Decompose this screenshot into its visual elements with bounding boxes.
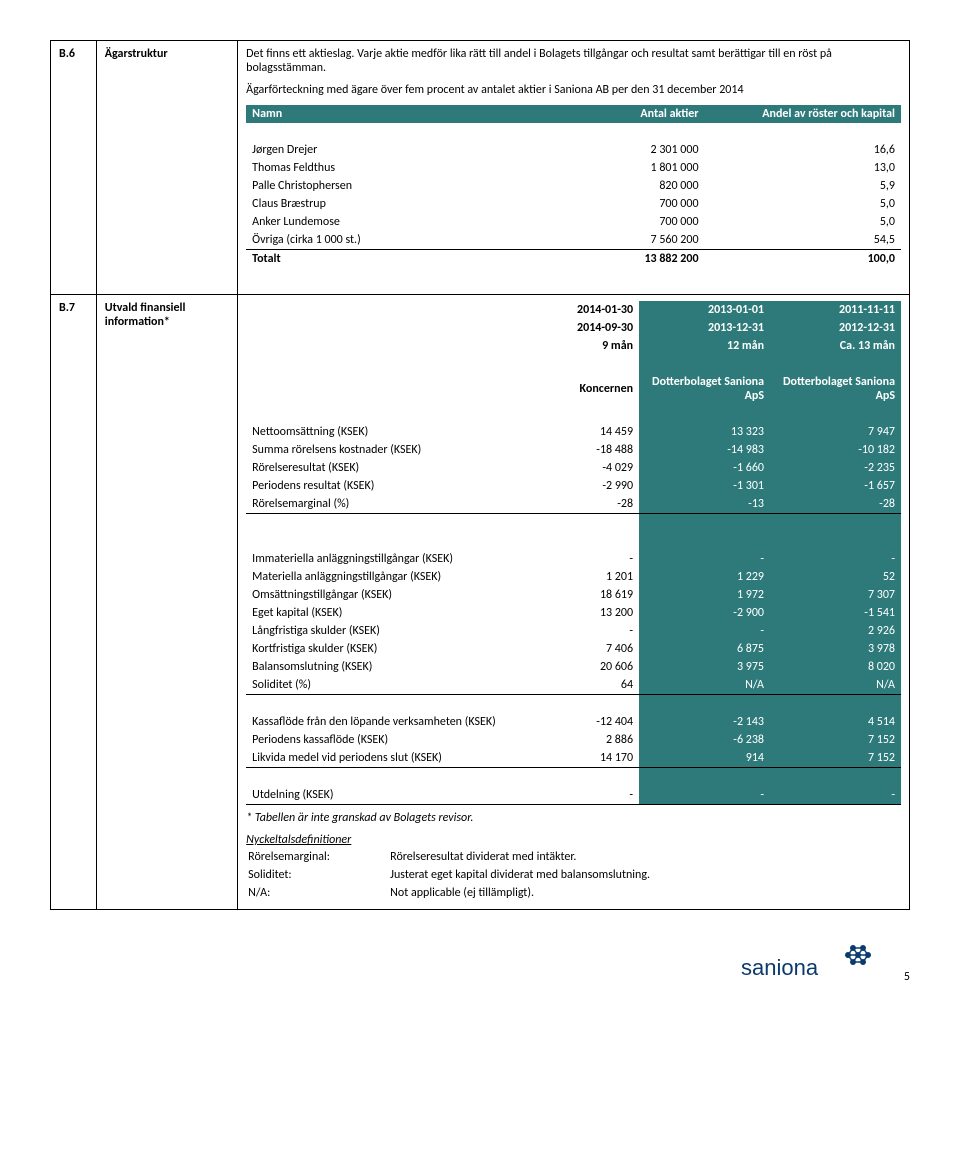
ent-3: Dotterbolaget Saniona ApS [770, 373, 901, 405]
table-row: Övriga (cirka 1 000 st.)7 560 20054,5 [246, 231, 901, 250]
table-row: Jørgen Drejer2 301 00016,6 [246, 141, 901, 159]
table-row: Rörelseresultat (KSEK)-4 029-1 660-2 235 [246, 459, 901, 477]
entity-row: Koncernen Dotterbolaget Saniona ApS Dott… [246, 373, 901, 405]
table-row: Rörelsemarginal (%)-28-13-28 [246, 495, 901, 514]
table-row: Likvida medel vid periodens slut (KSEK)1… [246, 749, 901, 768]
defs-table: Rörelsemarginal:Rörelseresultat dividera… [246, 847, 652, 903]
b7-footnote: * Tabellen är inte granskad av Bolagets … [246, 811, 901, 825]
b6-para2: Ägarförteckning med ägare över fem proce… [246, 83, 901, 97]
b6-para1: Det finns ett aktieslag. Varje aktie med… [246, 47, 901, 75]
defs-title: Nyckeltalsdefinitioner [246, 833, 901, 847]
b6-content: Det finns ett aktieslag. Varje aktie med… [238, 41, 910, 295]
ownership-total: Totalt 13 882 200 100,0 [246, 250, 901, 269]
table-row: Soliditet:Justerat eget kapital dividera… [248, 867, 650, 883]
b6-title: Ägarstruktur [96, 41, 237, 295]
table-row: Summa rörelsens kostnader (KSEK)-18 488-… [246, 441, 901, 459]
b7-content: 2014-01-302013-01-012011-11-112014-09-30… [238, 295, 910, 910]
table-row: Kortfristiga skulder (KSEK)7 4066 8753 9… [246, 640, 901, 658]
footer: saniona 5 [50, 940, 910, 984]
table-row: Långfristiga skulder (KSEK)--2 926 [246, 622, 901, 640]
table-row: Anker Lundemose700 0005,0 [246, 213, 901, 231]
table-row: N/A:Not applicable (ej tillämpligt). [248, 885, 650, 901]
table-row: Periodens resultat (KSEK)-2 990-1 301-1 … [246, 477, 901, 495]
table-row: 2014-09-302013-12-312012-12-31 [246, 319, 901, 337]
ent-2: Dotterbolaget Saniona ApS [639, 373, 770, 405]
own-h2: Andel av röster och kapital [705, 105, 901, 123]
table-row: Periodens kassaflöde (KSEK)2 886-6 2387 … [246, 731, 901, 749]
table-row: Immateriella anläggningstillgångar (KSEK… [246, 550, 901, 568]
b7-title: Utvald finansiell information* [96, 295, 237, 910]
own-tot-1: 13 882 200 [541, 250, 705, 269]
document-table: B.6 Ägarstruktur Det finns ett aktieslag… [50, 40, 910, 910]
table-row: Balansomslutning (KSEK)20 6063 9758 020 [246, 658, 901, 676]
ownership-table: Namn Antal aktier Andel av röster och ka… [246, 105, 901, 268]
table-row: Rörelsemarginal:Rörelseresultat dividera… [248, 849, 650, 865]
table-row: 9 mån12 månCa. 13 mån [246, 337, 901, 355]
table-row: Thomas Feldthus1 801 00013,0 [246, 159, 901, 177]
table-row: Utdelning (KSEK)--- [246, 786, 901, 805]
table-row: Kassaflöde från den löpande verksamheten… [246, 713, 901, 731]
b6-id: B.6 [51, 41, 97, 295]
ent-1: Koncernen [521, 373, 639, 405]
table-row: Eget kapital (KSEK)13 200-2 900-1 541 [246, 604, 901, 622]
own-h0: Namn [246, 105, 541, 123]
own-h1: Antal aktier [541, 105, 705, 123]
table-row: 2014-01-302013-01-012011-11-11 [246, 301, 901, 319]
page-number: 5 [904, 970, 910, 984]
ownership-header-row: Namn Antal aktier Andel av röster och ka… [246, 105, 901, 123]
table-row: Palle Christophersen820 0005,9 [246, 177, 901, 195]
table-row: Claus Bræstrup700 0005,0 [246, 195, 901, 213]
own-tot-2: 100,0 [705, 250, 901, 269]
finance-table: 2014-01-302013-01-012011-11-112014-09-30… [246, 301, 901, 805]
table-row: Omsättningstillgångar (KSEK)18 6191 9727… [246, 586, 901, 604]
row-b7: B.7 Utvald finansiell information* 2014-… [51, 295, 910, 910]
b7-id: B.7 [51, 295, 97, 910]
own-tot-0: Totalt [246, 250, 541, 269]
row-b6: B.6 Ägarstruktur Det finns ett aktieslag… [51, 41, 910, 295]
logo-text: saniona [741, 955, 819, 980]
table-row: Nettoomsättning (KSEK)14 45913 3237 947 [246, 423, 901, 441]
table-row: Soliditet (%)64N/AN/A [246, 676, 901, 695]
table-row: Materiella anläggningstillgångar (KSEK)1… [246, 568, 901, 586]
saniona-logo: saniona [741, 940, 881, 984]
